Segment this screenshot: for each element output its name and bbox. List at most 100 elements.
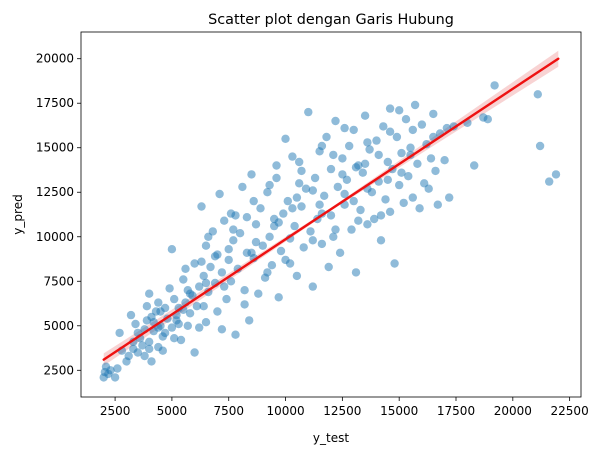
data-point — [379, 122, 388, 131]
data-point — [308, 186, 317, 195]
y-tick-label: 10000 — [36, 230, 74, 244]
data-point — [201, 318, 211, 327]
data-point — [299, 243, 308, 252]
data-point — [440, 156, 449, 165]
data-point — [351, 268, 361, 277]
data-point — [167, 323, 177, 332]
data-point — [383, 157, 392, 167]
data-point — [142, 302, 152, 311]
x-tick-label: 22500 — [551, 404, 589, 418]
data-point — [226, 277, 236, 286]
y-axis-ticks: 2500 5000 7500 10000 12500 15000 17500 20000 — [36, 52, 81, 377]
data-point — [131, 319, 140, 329]
data-point — [174, 319, 183, 329]
data-point — [395, 106, 404, 115]
data-point — [190, 259, 199, 268]
data-point — [267, 261, 277, 270]
data-point — [429, 109, 438, 119]
data-point — [256, 204, 265, 213]
axes-frame — [80, 31, 582, 398]
data-point — [154, 298, 163, 307]
data-point — [340, 189, 349, 199]
data-point — [217, 268, 227, 277]
data-point — [265, 180, 274, 190]
data-point — [535, 141, 545, 151]
data-point — [370, 214, 379, 224]
data-point — [183, 321, 192, 330]
x-axis-ticks: 2500 5000 7500 10000 12500 15000 17500 20000 225… — [100, 397, 589, 418]
data-point — [363, 220, 372, 229]
data-point — [265, 232, 274, 241]
data-point — [170, 334, 179, 343]
data-point — [283, 196, 292, 206]
data-point — [326, 164, 336, 174]
data-point — [240, 300, 249, 309]
data-point — [295, 157, 304, 167]
data-point — [360, 159, 370, 168]
data-point — [315, 200, 324, 209]
data-point — [170, 294, 179, 304]
data-point — [372, 136, 381, 145]
data-point — [322, 132, 331, 142]
y-tick-label: 12500 — [36, 185, 74, 199]
data-point — [308, 282, 317, 291]
data-point — [340, 123, 349, 133]
data-point — [333, 182, 342, 192]
x-axis-label: y_test — [313, 431, 349, 445]
data-point — [204, 232, 213, 241]
data-point — [385, 207, 395, 216]
data-point — [331, 116, 340, 126]
data-point — [424, 184, 433, 193]
data-point — [376, 211, 386, 220]
data-point — [201, 241, 211, 250]
data-point — [215, 189, 224, 199]
data-point — [329, 232, 338, 241]
data-point — [217, 325, 227, 334]
data-point — [258, 241, 267, 250]
x-tick-label: 15000 — [380, 404, 418, 418]
y-tick-label: 2500 — [43, 363, 74, 377]
data-point — [290, 221, 299, 231]
data-point — [247, 248, 256, 257]
data-point — [317, 239, 327, 249]
data-point — [338, 154, 347, 163]
data-point — [254, 289, 263, 298]
data-point — [392, 132, 402, 142]
data-point — [147, 357, 156, 366]
data-point — [404, 172, 413, 181]
data-point — [385, 104, 395, 113]
data-point — [349, 125, 358, 135]
data-point — [156, 307, 165, 316]
data-point — [354, 216, 363, 225]
data-point — [345, 141, 354, 151]
data-point — [433, 200, 442, 209]
data-point — [292, 193, 302, 202]
data-point — [226, 209, 236, 218]
data-point — [206, 262, 215, 272]
regression-line-layer — [102, 57, 560, 361]
data-point — [308, 236, 317, 245]
data-point — [281, 134, 290, 143]
data-point — [133, 348, 142, 357]
data-point — [381, 195, 390, 204]
regression-line — [102, 57, 560, 361]
data-point — [179, 275, 188, 284]
data-point — [199, 271, 208, 281]
data-point — [415, 204, 424, 213]
data-point — [220, 216, 229, 225]
y-tick-label: 5000 — [43, 319, 74, 333]
data-point — [235, 229, 245, 238]
data-point — [185, 309, 195, 318]
data-point — [190, 348, 199, 357]
x-tick-label: 20000 — [494, 404, 532, 418]
data-point — [197, 257, 206, 266]
data-point — [551, 170, 561, 179]
data-point — [113, 364, 122, 373]
data-point — [272, 173, 281, 183]
data-point — [247, 170, 256, 179]
data-point — [304, 107, 313, 117]
data-point — [224, 255, 233, 265]
data-point — [251, 237, 261, 247]
data-point — [397, 168, 406, 177]
